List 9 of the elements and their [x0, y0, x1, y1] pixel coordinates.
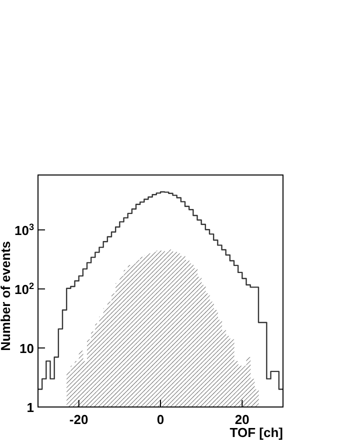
- x-tick-label: -20: [69, 412, 88, 427]
- x-tick-label: 20: [234, 412, 250, 427]
- y-tick-label: 10$^{3}$: [14, 222, 34, 238]
- y-tick-label: 10$^{2}$: [14, 280, 34, 297]
- x-tick-label: 0: [156, 412, 164, 427]
- x-axis-title: TOF [ch]: [230, 425, 283, 440]
- y-axis-title: Number of events: [0, 241, 13, 351]
- y-tick-label: 1: [26, 400, 34, 415]
- y-tick-label: 10: [20, 340, 34, 356]
